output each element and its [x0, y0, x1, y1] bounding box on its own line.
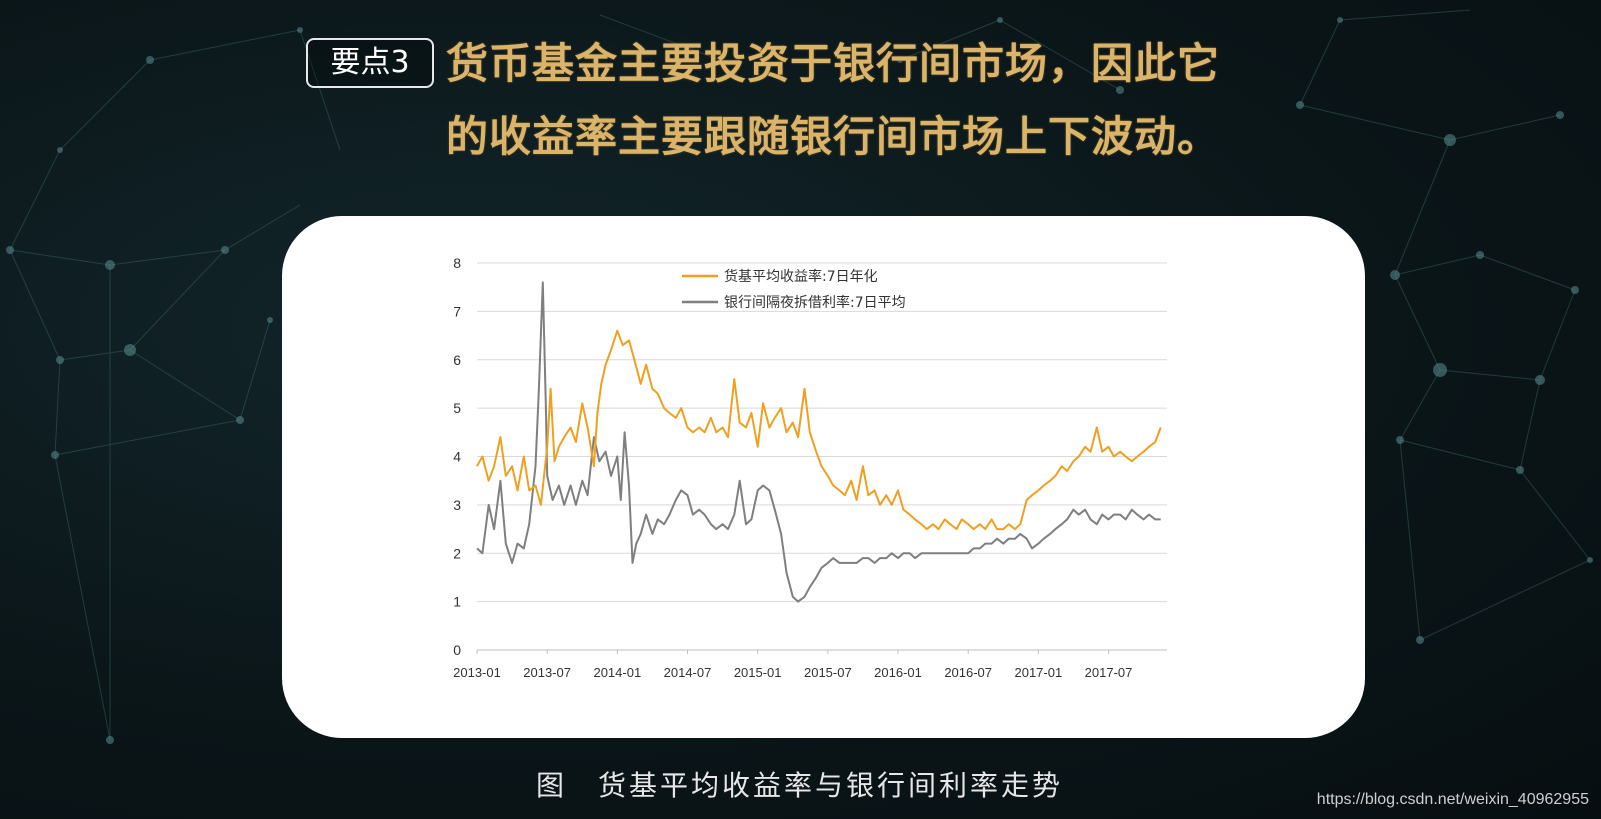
legend-label: 货基平均收益率:7日年化 [724, 268, 878, 285]
x-tick-label: 2014-07 [664, 665, 712, 680]
x-tick-label: 2015-01 [734, 665, 782, 680]
y-tick-label: 0 [453, 642, 461, 658]
y-tick-label: 4 [453, 449, 461, 465]
x-tick-label: 2014-01 [593, 665, 641, 680]
y-tick-label: 1 [453, 594, 461, 610]
y-tick-label: 3 [453, 497, 461, 513]
key-point-badge: 要点3 [306, 38, 434, 88]
y-tick-label: 7 [453, 303, 461, 319]
line-chart: 0 1 2 3 4 5 6 7 8 2013-01 2013-07 2014-01 2014-07 201… [453, 255, 1167, 680]
legend-label: 银行间隔夜拆借利率:7日平均 [724, 294, 906, 311]
x-tick-label: 2015-07 [804, 665, 852, 680]
y-tick-label: 2 [453, 545, 461, 561]
headline: 货币基金主要投资于银行间市场，因此它 的收益率主要跟随银行间市场上下波动。 [446, 36, 1326, 165]
x-tick-label: 2016-01 [874, 665, 922, 680]
figure-caption: 图 货基平均收益率与银行间利率走势 [536, 769, 1064, 802]
headline-line-2: 的收益率主要跟随银行间市场上下波动。 [446, 112, 1221, 161]
x-tick-label: 2017-07 [1085, 665, 1133, 680]
headline-line-1: 货币基金主要投资于银行间市场，因此它 [446, 39, 1221, 88]
x-tick-label: 2017-01 [1014, 665, 1062, 680]
x-tick-label: 2013-01 [453, 665, 501, 680]
series-line-interbank-rate [476, 281, 1161, 603]
y-tick-label: 6 [453, 352, 461, 368]
y-tick-label: 5 [453, 400, 461, 416]
x-tick-label: 2016-07 [944, 665, 992, 680]
y-tick-label: 8 [453, 255, 461, 271]
x-tick-label: 2013-07 [523, 665, 571, 680]
watermark-url: https://blog.csdn.net/weixin_40962955 [1316, 791, 1589, 808]
chart-card: 0 1 2 3 4 5 6 7 8 2013-01 2013-07 2014-01 2014-07 201… [282, 216, 1365, 738]
series-line-fund-yield [476, 329, 1162, 531]
